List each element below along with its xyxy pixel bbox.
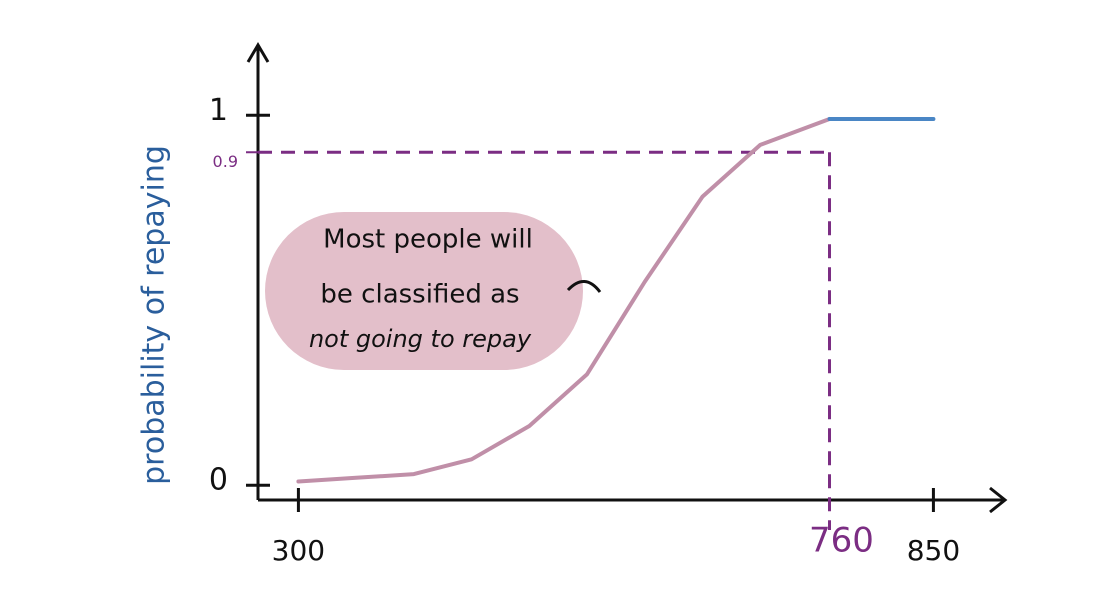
- y-tick-label: 0: [209, 463, 228, 498]
- y-tick-label: 0.9: [213, 152, 238, 171]
- x-tick-label: 850: [907, 534, 960, 567]
- annotation-mark: [566, 280, 602, 293]
- data-line: [296, 116, 832, 484]
- y-axis: [246, 42, 270, 500]
- x-axis: [258, 486, 1008, 514]
- annotation-line: be classified as: [320, 280, 519, 310]
- annotation-line: not going to repay: [309, 325, 532, 353]
- y-axis-label: probability of repaying: [137, 145, 172, 485]
- x-tick-label: 760: [809, 521, 874, 561]
- x-tick-label: 300: [272, 534, 325, 567]
- y-tick-label: 1: [209, 93, 228, 128]
- annotation-line: Most people will: [323, 225, 533, 255]
- annotation-bubble: [265, 212, 583, 370]
